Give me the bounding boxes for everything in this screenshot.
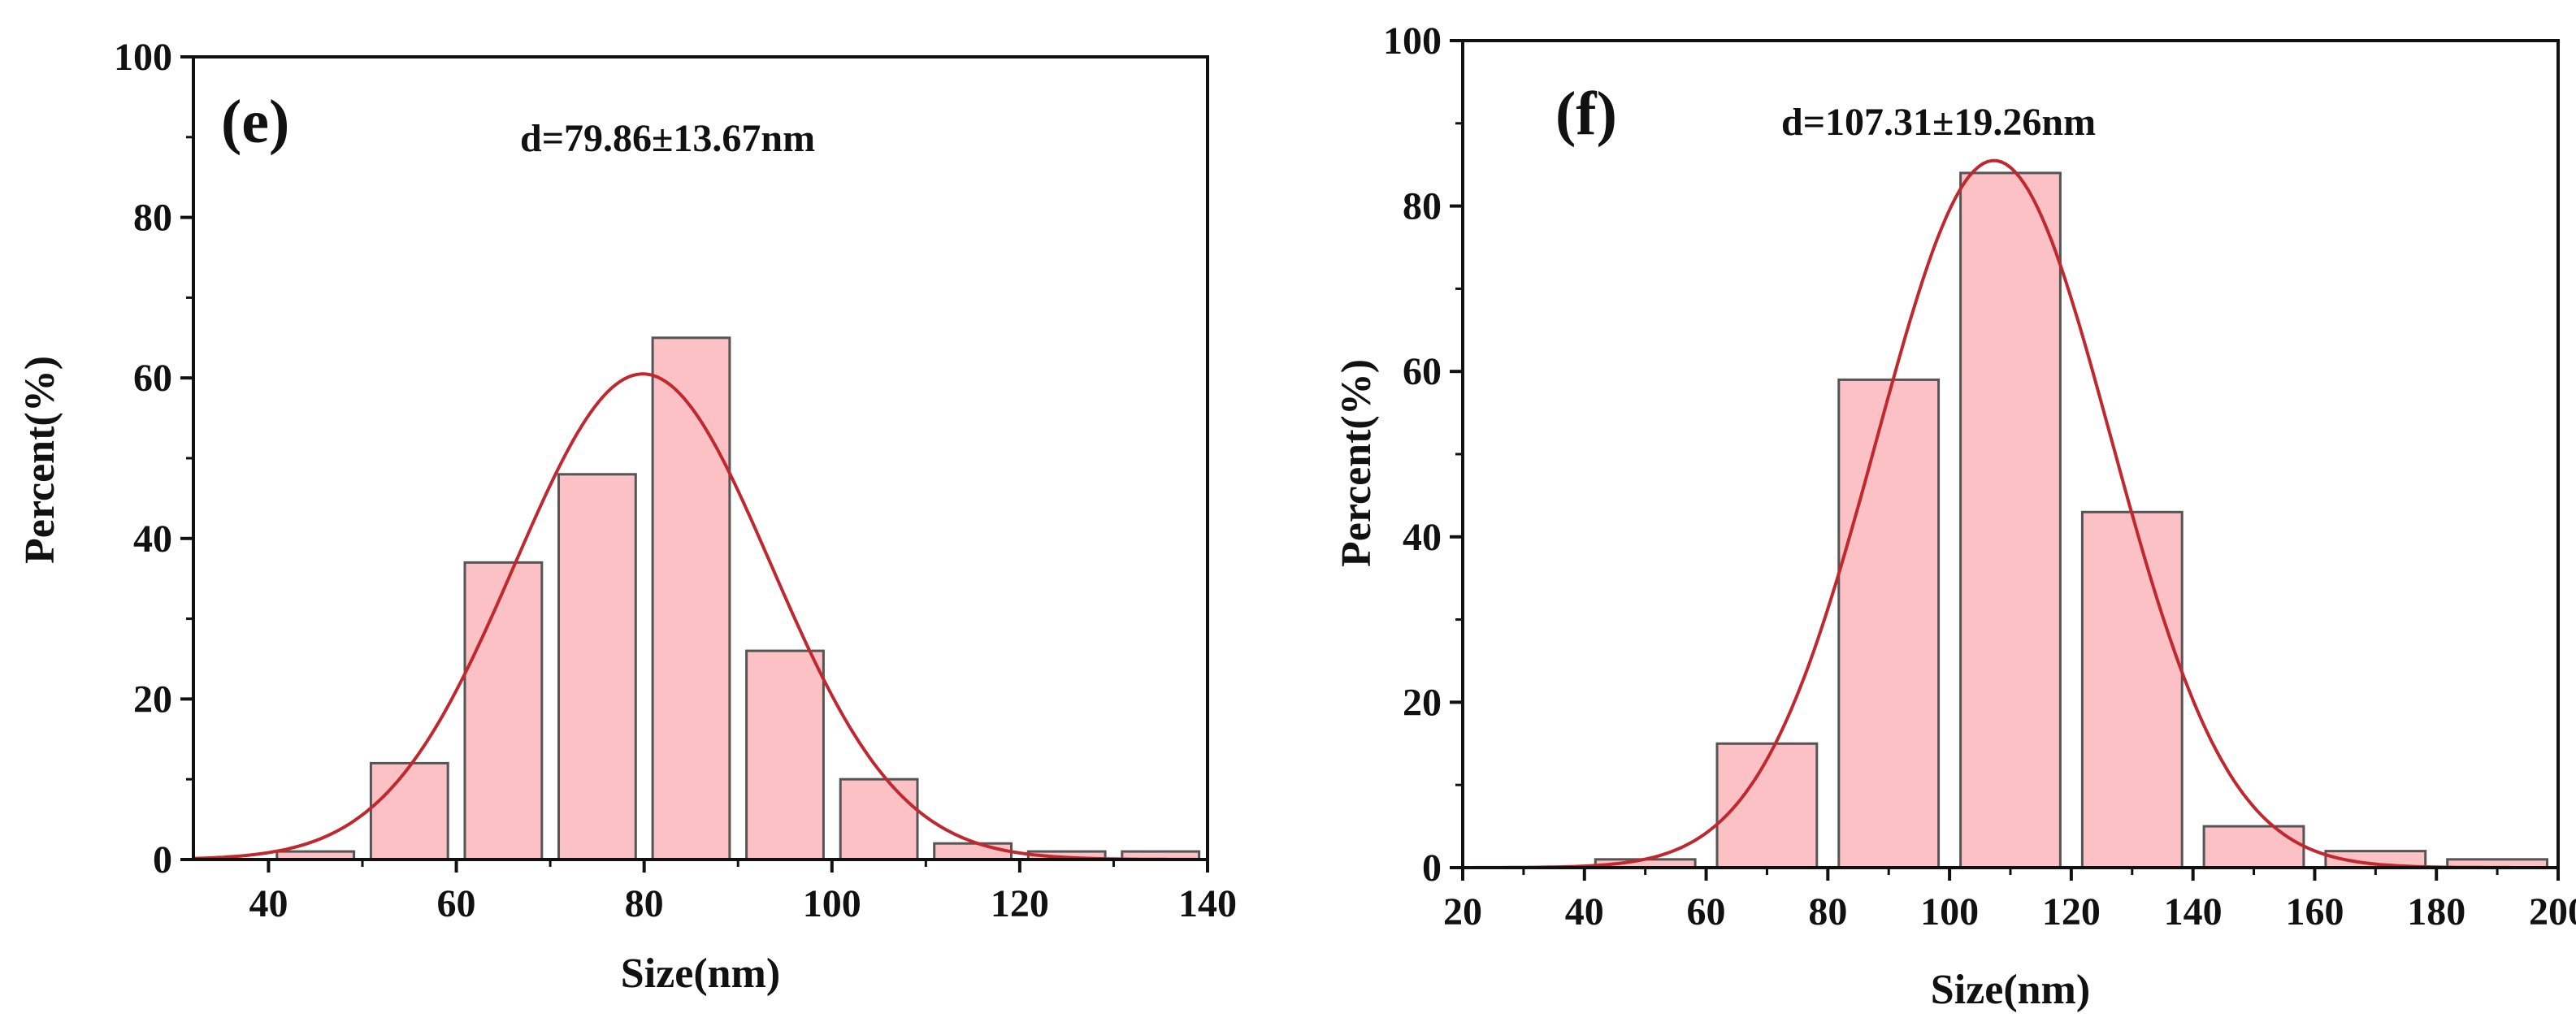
histogram-bar-e-95 (745, 649, 825, 861)
size-annotation-f: d=107.31±19.26nm (1781, 101, 2096, 144)
x-tick-label-e-100: 100 (803, 882, 861, 925)
x-tick-label-f-180: 180 (2407, 890, 2465, 933)
y-tick-label-e-80: 80 (133, 197, 172, 240)
x-tick-label-f-60: 60 (1687, 890, 1726, 933)
histogram-bar-e-75 (557, 473, 637, 861)
x-axis-title-f: Size(nm) (1931, 967, 2090, 1013)
y-tick-label-f-20: 20 (1403, 681, 1442, 724)
histogram-bar-e-115 (933, 842, 1013, 861)
histogram-panel-f: 20406080100120140160180200020406080100 (… (1334, 19, 2576, 1013)
y-tick-label-e-60: 60 (133, 357, 172, 400)
x-tick-label-f-20: 20 (1443, 890, 1482, 933)
histogram-bar-f-130 (2080, 510, 2184, 869)
x-tick-label-e-80: 80 (625, 882, 664, 925)
y-tick-label-e-20: 20 (133, 678, 172, 721)
bars-group-f (1594, 171, 2548, 869)
x-tick-label-e-120: 120 (991, 882, 1049, 925)
histogram-bar-e-105 (839, 777, 919, 861)
histogram-bar-e-55 (369, 761, 449, 861)
x-axis-title-e: Size(nm) (621, 951, 780, 997)
histogram-bar-f-150 (2202, 825, 2305, 869)
gaussian-fit-curve-f (1463, 158, 2558, 869)
histogram-bar-e-65 (463, 561, 544, 861)
x-tick-label-e-40: 40 (249, 882, 288, 925)
x-tick-label-f-120: 120 (2042, 890, 2101, 933)
x-tick-label-e-140: 140 (1178, 882, 1237, 925)
x-tick-label-f-160: 160 (2285, 890, 2344, 933)
ticks-group-e: 40 60 80 100 120 140 0 20 40 60 80 100 (114, 36, 1237, 925)
y-tick-label-e-100: 100 (114, 36, 172, 79)
histogram-bar-f-90 (1837, 378, 1941, 869)
x-tick-label-f-80: 80 (1808, 890, 1847, 933)
histogram-panel-e: 40 60 80 100 120 140 0 20 40 60 80 100 (e) d=79.86±… (17, 36, 1237, 997)
histogram-bar-f-70 (1715, 742, 1819, 869)
size-annotation-e: d=79.86±13.67nm (520, 117, 815, 160)
panel-label-f: (f) (1555, 80, 1617, 148)
x-tick-label-f-140: 140 (2164, 890, 2223, 933)
y-tick-label-f-40: 40 (1403, 516, 1442, 559)
y-tick-label-f-100: 100 (1383, 19, 1442, 63)
gaussian-fit-curve-e (193, 372, 1208, 861)
x-tick-label-f-200: 200 (2529, 890, 2576, 933)
y-tick-label-f-80: 80 (1403, 185, 1442, 228)
y-axis-title-f: Percent(%) (1334, 359, 1380, 567)
histogram-bar-e-85 (651, 336, 731, 861)
y-tick-label-f-60: 60 (1403, 350, 1442, 393)
y-tick-label-e-40: 40 (133, 518, 172, 561)
x-tick-label-f-100: 100 (1920, 890, 1979, 933)
bars-group-e (275, 336, 1201, 861)
panel-label-e: (e) (221, 88, 289, 156)
x-tick-label-e-60: 60 (437, 882, 476, 925)
y-axis-title-e: Percent(%) (17, 356, 63, 564)
histogram-bar-f-110 (1959, 171, 2062, 869)
x-tick-label-f-40: 40 (1565, 890, 1604, 933)
y-tick-label-e-0: 0 (153, 838, 172, 881)
ticks-group-f: 20406080100120140160180200020406080100 (1383, 19, 2576, 933)
y-tick-label-f-0: 0 (1422, 847, 1442, 890)
